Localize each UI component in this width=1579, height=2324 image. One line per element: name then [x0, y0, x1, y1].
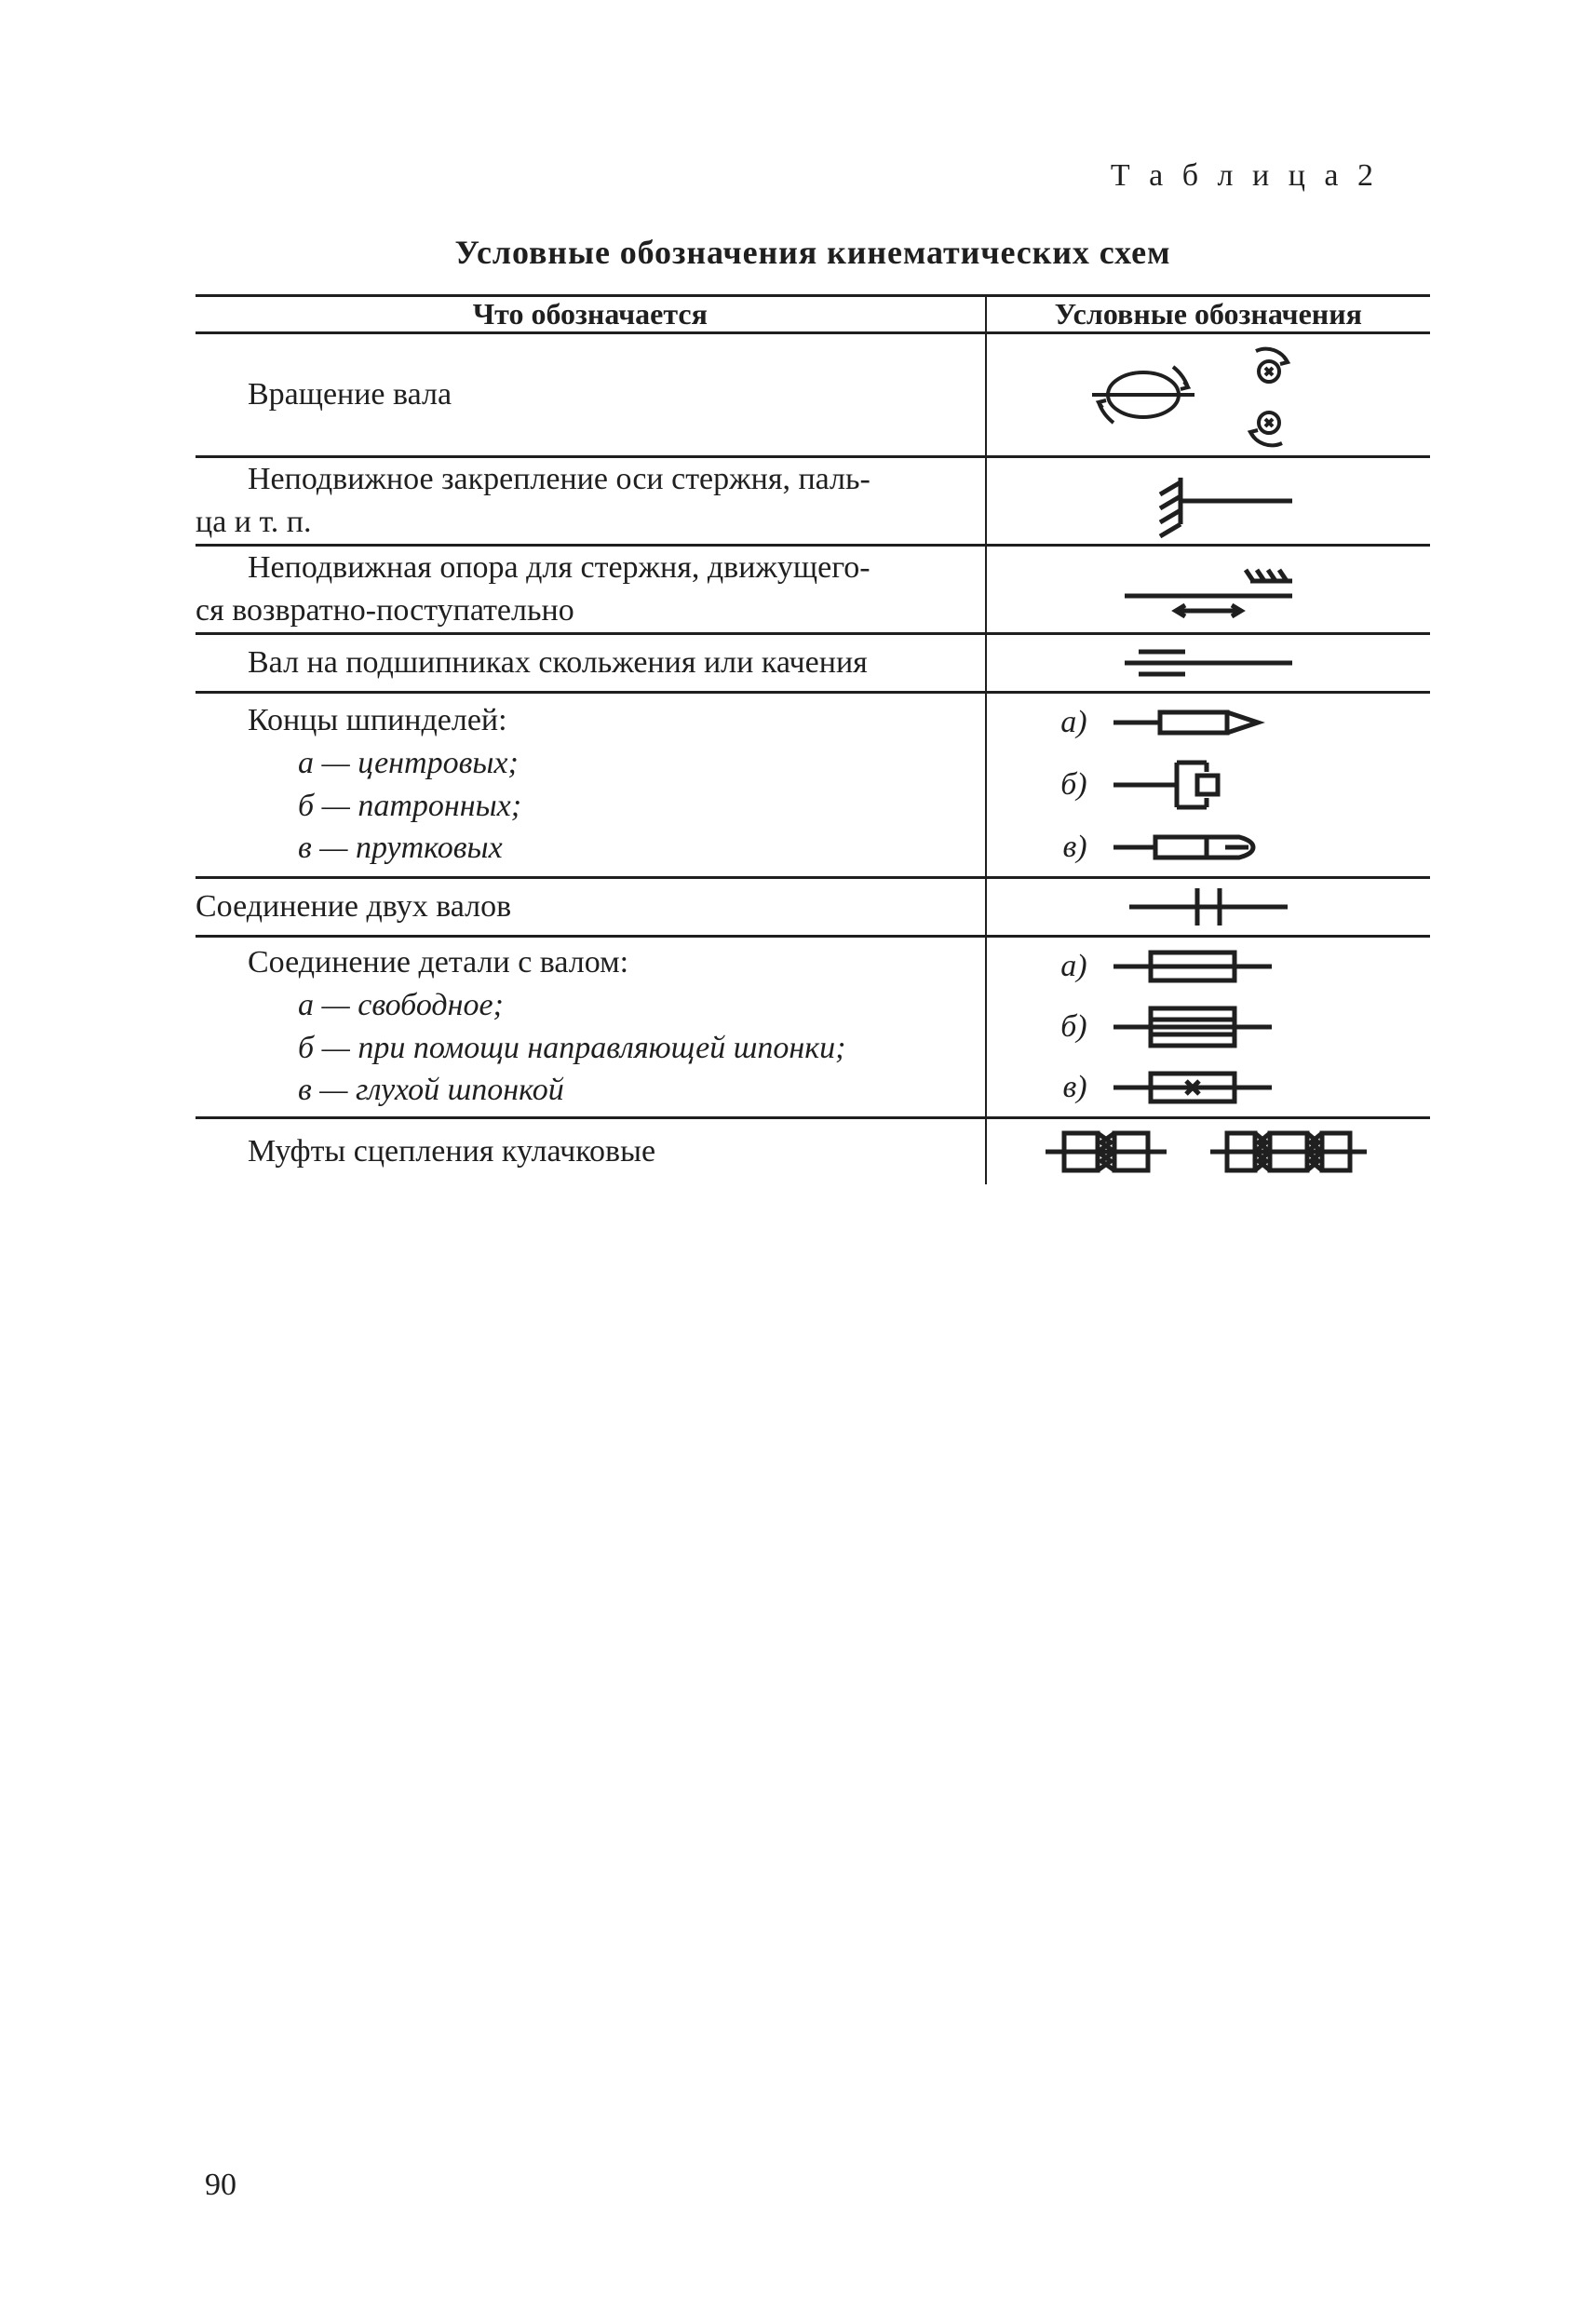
variant-label: б): [1043, 767, 1087, 803]
reciprocating-support-icon: [1097, 547, 1320, 631]
variant-label: в): [1043, 1070, 1087, 1105]
row-text: б — патронных;: [298, 789, 521, 823]
variant-label: б): [1043, 1009, 1087, 1045]
row-text: в — глухой шпонкой: [298, 1073, 564, 1107]
row-text: а — свободное;: [298, 988, 504, 1022]
col-header-left: Что обозначается: [196, 297, 986, 333]
row-text: Вал на подшипниках скольжения или качени…: [196, 642, 985, 684]
two-shaft-joint-icon: [1115, 879, 1302, 935]
row-text: Соединение детали с валом:: [196, 941, 985, 984]
shaft-part-free-icon: [1104, 943, 1281, 990]
shaft-part-blind-key-icon: [1104, 1064, 1281, 1111]
table-row: Концы шпинделей: а — центровых; б — патр…: [196, 692, 1430, 877]
table-row: Неподвижное закрепление оси стержня, пал…: [196, 457, 1430, 546]
table-row: Неподвижная опора для стержня, движущего…: [196, 545, 1430, 633]
spindle-center-icon: [1104, 699, 1272, 746]
table-title: Условные обозначения кинематических схем: [196, 233, 1430, 272]
shaft-rotation-icon: [1087, 334, 1329, 455]
row-text: а — центровых;: [298, 746, 519, 780]
table-row: Муфты сцепления кулачковые: [196, 1117, 1430, 1184]
spindle-chuck-icon: [1104, 757, 1272, 813]
row-text: ца и т. п.: [196, 501, 985, 544]
table-row: Соединение двух валов: [196, 877, 1430, 936]
cam-clutch-icon: [1041, 1119, 1376, 1184]
table-row: Вал на подшипниках скольжения или качени…: [196, 633, 1430, 692]
row-text: в — прутковых: [298, 831, 503, 865]
fixed-axis-icon: [1115, 459, 1302, 543]
spindle-bar-icon: [1104, 824, 1272, 871]
page-number: 90: [205, 2168, 236, 2203]
row-text: ся возвратно-поступательно: [196, 589, 985, 632]
table-row: Соединение детали с валом: а — свободное…: [196, 936, 1430, 1117]
col-header-right: Условные обозначения: [986, 297, 1430, 333]
row-text: Вращение вала: [196, 373, 985, 416]
row-text: Соединение двух валов: [196, 885, 985, 928]
row-text: Неподвижное закрепление оси стержня, пал…: [196, 458, 985, 501]
row-text: Концы шпинделей:: [196, 699, 985, 742]
row-text: Неподвижная опора для стержня, движущего…: [196, 547, 985, 589]
kinematic-symbols-table: Что обозначается Условные обозначения Вр…: [196, 294, 1430, 1184]
variant-label: а): [1043, 705, 1087, 740]
row-text: б — при помощи направляющей шпонки;: [298, 1031, 846, 1065]
shaft-part-guided-key-icon: [1104, 1001, 1281, 1053]
table-label: Т а б л и ц а 2: [1111, 158, 1379, 194]
variant-label: а): [1043, 949, 1087, 984]
table-row: Вращение вала: [196, 333, 1430, 457]
row-text: Муфты сцепления кулачковые: [196, 1130, 985, 1173]
variant-label: в): [1043, 830, 1087, 865]
shaft-bearing-icon: [1097, 635, 1320, 691]
